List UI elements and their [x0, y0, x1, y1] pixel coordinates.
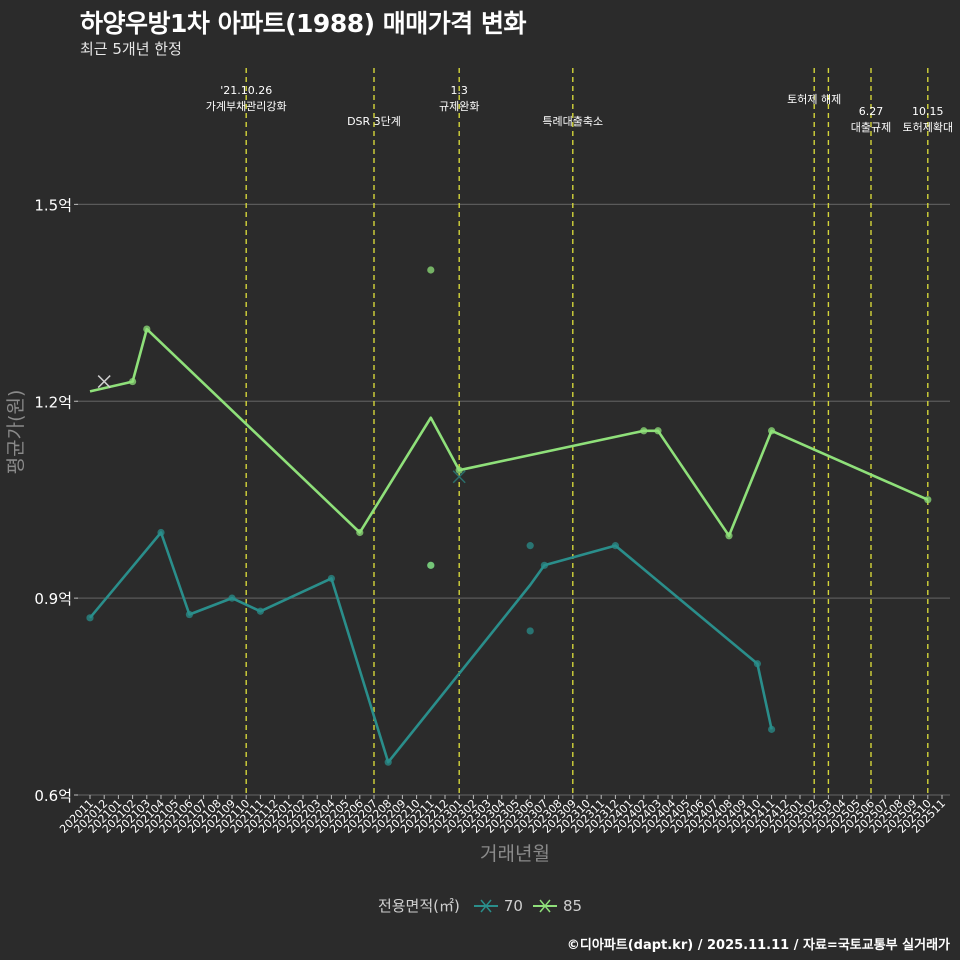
data-point-70	[526, 542, 534, 550]
cross-stroke	[97, 375, 111, 389]
data-point-70	[753, 660, 762, 668]
policy-annotation: DSR 3단계	[347, 115, 401, 128]
y-tick-label: 1.5억	[34, 196, 72, 214]
data-point-70	[86, 614, 94, 622]
chart-title: 하양우방1차 아파트(1988) 매매가격 변화	[80, 9, 526, 38]
policy-annotation: 6.27	[859, 105, 884, 118]
data-point-70	[228, 594, 236, 602]
y-tick-label: 0.6억	[34, 787, 72, 805]
x-axis: 2020112020122021012021022021032021042021…	[57, 795, 948, 836]
data-point-85	[356, 528, 364, 537]
policy-annotation: 토허제 해제	[787, 92, 841, 106]
legend-title: 전용면적(㎡)	[377, 897, 460, 915]
data-point-70	[327, 574, 335, 583]
policy-annotation: 규제완화	[439, 100, 479, 113]
data-point-85	[640, 427, 648, 435]
data-point-70	[185, 610, 193, 619]
data-point-85	[455, 466, 463, 474]
cross-marker-70	[452, 470, 466, 484]
data-point-85	[725, 532, 733, 540]
legend-label-70: 70	[503, 896, 523, 915]
y-axis: 0.6억 0.9억 1.2억 1.5억	[34, 196, 78, 805]
data-point-70	[540, 561, 549, 569]
data-point-70	[384, 758, 392, 766]
data-point-85	[129, 377, 137, 386]
x-axis-label: 거래년월	[480, 843, 550, 865]
series-layer	[86, 266, 932, 766]
y-tick-label: 1.2억	[34, 393, 72, 411]
policy-annotation: 특례대출축소	[542, 115, 603, 128]
data-point-70	[157, 528, 165, 537]
data-point-70	[256, 607, 264, 615]
y-axis-label: 평균가(원)	[5, 390, 27, 475]
data-point-85	[427, 266, 435, 274]
legend-label-85: 85	[562, 896, 583, 915]
legend-item-70[interactable]: 70	[472, 897, 523, 915]
source-caption: ©디아파트(dapt.kr) / 2025.11.11 / 자료=국토교통부 실…	[566, 938, 950, 953]
data-point-85	[143, 325, 151, 333]
policy-annotation: 가계부채관리강화	[206, 100, 287, 113]
policy-annotation: 대출규제	[851, 121, 891, 134]
y-tick-label: 0.9억	[34, 590, 72, 608]
legend-swatch-85-icon	[532, 899, 557, 912]
policy-annotation: 1.3	[450, 84, 468, 97]
series-line-70	[89, 531, 773, 764]
data-point-85	[924, 496, 932, 504]
data-point-85	[768, 427, 776, 435]
cross-stroke	[452, 470, 466, 484]
legend: 전용면적(㎡) 70 85	[0, 895, 960, 916]
data-point-70	[611, 542, 620, 550]
cross-marker-85	[97, 375, 111, 389]
data-point-70	[526, 627, 534, 635]
series-line-85	[89, 327, 929, 538]
data-point-85	[654, 427, 662, 435]
legend-swatch-70-icon	[473, 899, 498, 912]
policy-lines	[245, 68, 929, 795]
policy-annotation: 토허제확대	[902, 121, 953, 134]
legend-item-85[interactable]: 85	[531, 897, 582, 915]
policy-annotation: 10.15	[912, 105, 944, 118]
policy-annotation: '21.10.26	[220, 84, 272, 97]
data-point-85	[427, 561, 435, 569]
chart-subtitle: 최근 5개년 한정	[80, 40, 182, 58]
grid-lines	[76, 203, 950, 796]
data-point-70	[768, 725, 776, 733]
